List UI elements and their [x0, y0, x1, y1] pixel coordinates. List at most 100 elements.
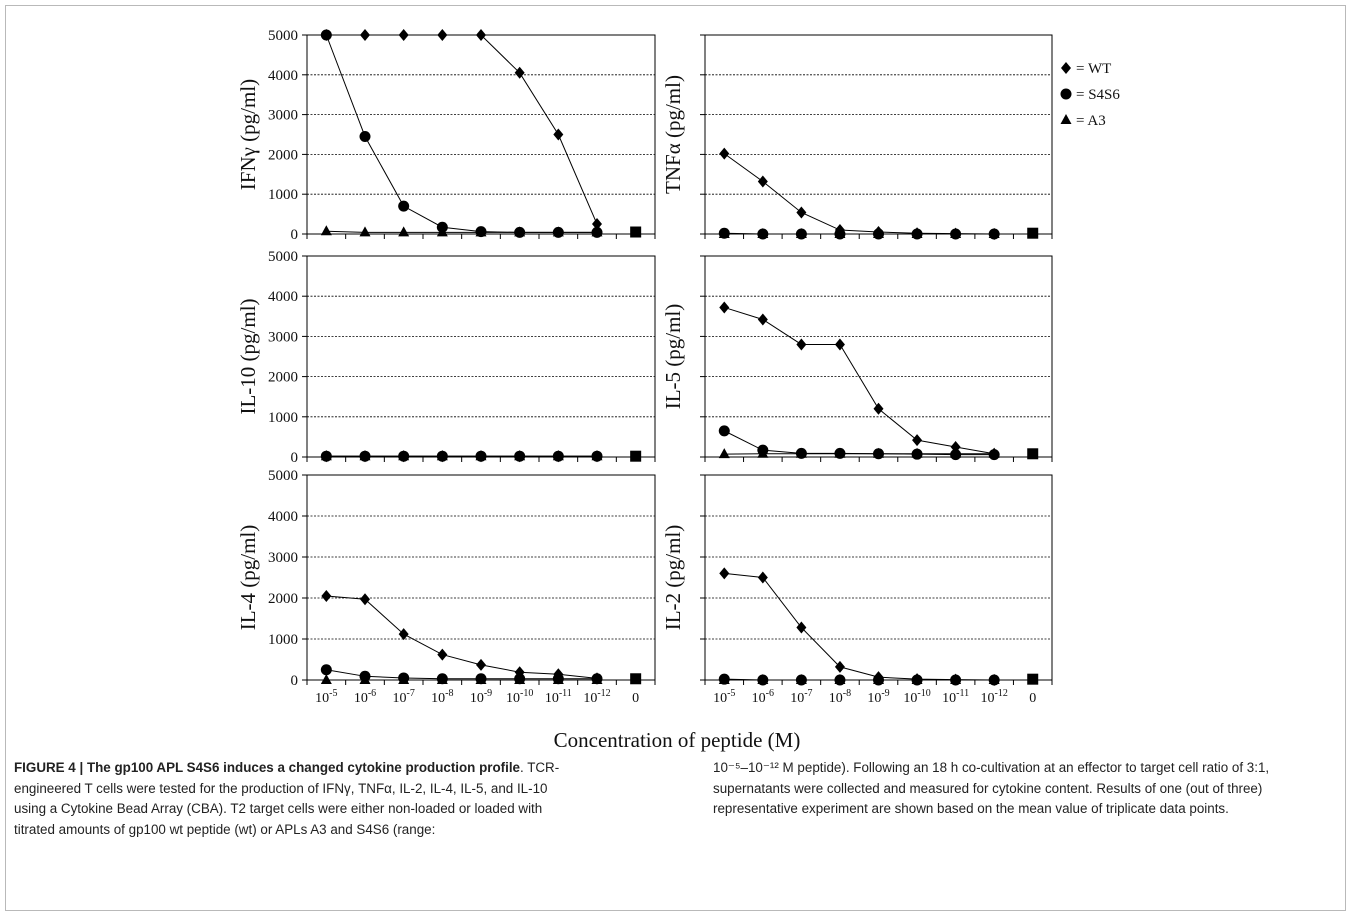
caption-title: FIGURE 4 | The gp100 APL S4S6 induces a …: [14, 760, 520, 775]
data-point-wt: [719, 301, 730, 314]
data-point-wt: [437, 450, 448, 463]
y-tick-label: 1000: [268, 632, 298, 648]
x-tick-label: 0: [1029, 691, 1036, 706]
x-tick-label: 0: [632, 691, 639, 706]
data-point-wt: [757, 313, 768, 326]
data-point-s4s6: [475, 673, 487, 685]
data-point-wt: [757, 175, 768, 188]
data-point-s4s6: [475, 226, 487, 238]
data-point-a3: [398, 226, 410, 237]
series-wt: [719, 301, 1000, 460]
figure-frame: [5, 5, 1346, 911]
x-tick-label: 10-6: [752, 688, 774, 706]
data-point-s4s6: [359, 670, 371, 682]
x-tick-label: 10-9: [867, 688, 889, 706]
data-point-wt: [796, 621, 807, 634]
y-tick-label: 2000: [268, 591, 298, 607]
data-point-a3: [359, 226, 371, 237]
legend: = WT = S4S6 = A3: [1060, 61, 1120, 129]
data-point-wt: [719, 147, 730, 160]
data-point-wt: [950, 227, 961, 240]
data-point-wt: [873, 402, 884, 415]
y-tick-label: 5000: [268, 468, 298, 484]
data-point-wt: [476, 658, 486, 671]
x-tick-label: 10-9: [470, 688, 492, 706]
y-tick-label: 0: [291, 227, 299, 243]
data-point-wt: [592, 450, 602, 463]
series-wt: [719, 147, 1000, 240]
series-wt: [719, 567, 1000, 686]
x-tick-label: 10-7: [392, 688, 414, 706]
x-tick-label: 10-8: [829, 688, 851, 706]
y-tick-label: 3000: [268, 108, 298, 124]
y-tick-label: 2000: [268, 370, 298, 386]
series-line: [724, 430, 995, 456]
data-point-wt: [989, 447, 1000, 460]
series-line: [724, 572, 995, 681]
data-point-wt: [360, 29, 370, 41]
data-point-s4s6: [591, 226, 603, 238]
cytokine-charts: 0 1000 2000 3000 4000 5000 IFNγ (pg/ml) TNFα (p…: [236, 28, 1120, 706]
data-point-s4s6: [398, 200, 410, 212]
data-point-wt: [514, 450, 525, 463]
data-point-s4s6: [320, 664, 332, 676]
data-point-wt: [553, 450, 564, 463]
x-tick-label: 10-7: [790, 688, 812, 706]
plot-frame: [704, 255, 1053, 458]
data-point-a3: [320, 225, 332, 236]
data-point-s4s6: [718, 425, 730, 437]
control-point: [630, 450, 642, 462]
series-line: [326, 595, 598, 679]
x-tick-label: 10-5: [315, 688, 337, 706]
data-point-wt: [437, 29, 448, 41]
data-point-s4s6: [718, 227, 730, 239]
y-axis-label: IFNγ (pg/ml): [236, 79, 260, 190]
series-s4s6: [320, 664, 603, 685]
data-point-s4s6: [514, 673, 526, 685]
data-point-a3: [320, 674, 332, 684]
data-point-wt: [834, 338, 845, 351]
data-point-wt: [321, 589, 332, 602]
series-s4s6: [718, 425, 1000, 461]
y-axis-label: TNFα (pg/ml): [661, 75, 685, 194]
plot-frame: [704, 34, 1053, 235]
data-point-wt: [398, 450, 409, 463]
series-line: [325, 34, 597, 233]
data-point-s4s6: [398, 672, 410, 684]
data-point-wt: [757, 571, 768, 584]
control-point: [630, 226, 642, 238]
chart-panel-4: IL-5 (pg/ml): [661, 255, 1053, 462]
x-tick-label: 10-12: [980, 688, 1007, 706]
y-tick-label: 3000: [268, 329, 298, 345]
chart-panel-5: 0 1000 2000 3000 4000 5000 10-5 10-6 10-7 10-8 10-…: [236, 468, 656, 706]
y-axis-label: IL-4 (pg/ml): [236, 525, 260, 631]
data-point-wt: [514, 666, 525, 679]
data-point-wt: [950, 440, 961, 453]
x-tick-label: 10-11: [545, 688, 572, 706]
y-tick-label: 1000: [268, 410, 298, 426]
plot-frame: [306, 255, 656, 458]
data-point-s4s6: [514, 226, 526, 238]
chart-panel-6: 10-5 10-6 10-7 10-8 10-9 10-10 10-11 10-12 0 IL-2…: [661, 474, 1053, 706]
data-point-s4s6: [795, 447, 807, 459]
x-tick-label: 10-5: [713, 688, 735, 706]
data-point-wt: [321, 450, 332, 463]
legend-item: = A3: [1060, 113, 1106, 129]
control-point: [1027, 448, 1039, 460]
series-wt: [321, 450, 602, 463]
y-tick-label: 5000: [268, 28, 298, 44]
y-tick-label: 4000: [268, 509, 298, 525]
data-point-wt: [592, 218, 602, 231]
series-line: [724, 306, 995, 455]
y-tick-label: 1000: [268, 187, 298, 203]
legend-label: = S4S6: [1076, 87, 1120, 103]
y-axis-label: IL-2 (pg/ml): [661, 525, 685, 631]
circle-icon: [1060, 88, 1072, 100]
data-point-wt: [592, 672, 602, 685]
data-point-s4s6: [718, 673, 730, 685]
data-point-wt: [553, 128, 564, 141]
triangle-icon: [1060, 114, 1072, 124]
data-point-s4s6: [795, 674, 807, 686]
plot-frame: [704, 474, 1053, 681]
x-tick-label: 10-10: [506, 688, 533, 706]
